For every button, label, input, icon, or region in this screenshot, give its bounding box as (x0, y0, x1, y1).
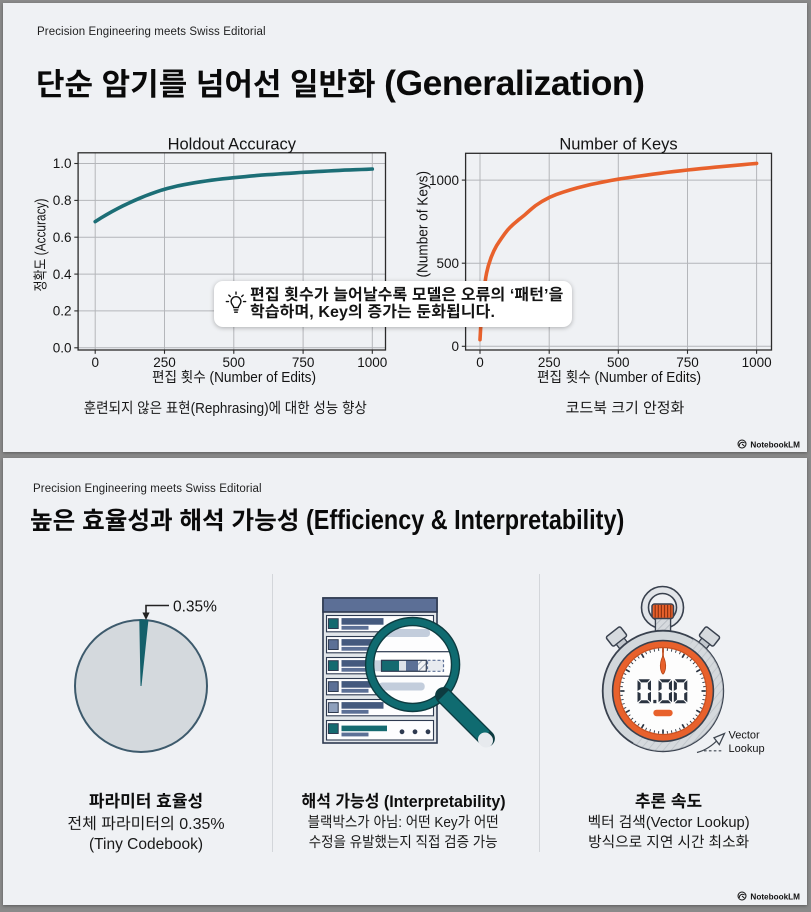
svg-text:500: 500 (436, 256, 459, 271)
svg-text:Number of Keys: Number of Keys (559, 136, 677, 154)
svg-text:0: 0 (451, 339, 459, 354)
svg-text:Lookup: Lookup (729, 743, 765, 755)
svg-text:1000: 1000 (742, 355, 772, 370)
svg-text:1.0: 1.0 (53, 156, 72, 171)
svg-text:편집 횟수 (Number of Edits): 편집 횟수 (Number of Edits) (152, 366, 316, 387)
svg-text:편집 횟수 (Number of Edits): 편집 횟수 (Number of Edits) (537, 366, 701, 387)
svg-text:750: 750 (292, 355, 315, 370)
svg-text:0.35%: 0.35% (173, 599, 217, 616)
svg-text:1000: 1000 (429, 173, 459, 188)
svg-text:정확도 (Accuracy): 정확도 (Accuracy) (30, 199, 51, 292)
svg-text:0.4: 0.4 (53, 267, 72, 282)
svg-text:500: 500 (223, 355, 246, 370)
svg-text:0.0: 0.0 (53, 341, 72, 356)
svg-text:250: 250 (538, 355, 561, 370)
svg-text:0.8: 0.8 (53, 193, 72, 208)
svg-text:1000: 1000 (357, 355, 387, 370)
svg-text:0: 0 (476, 355, 484, 370)
svg-text:500: 500 (607, 355, 630, 370)
svg-text:750: 750 (676, 355, 699, 370)
svg-text:0: 0 (91, 355, 99, 370)
svg-text:0.6: 0.6 (53, 230, 72, 245)
svg-text:250: 250 (153, 355, 176, 370)
svg-text:Holdout Accuracy: Holdout Accuracy (168, 136, 297, 154)
svg-text:0.2: 0.2 (53, 304, 72, 319)
svg-text:Vector: Vector (729, 730, 761, 742)
